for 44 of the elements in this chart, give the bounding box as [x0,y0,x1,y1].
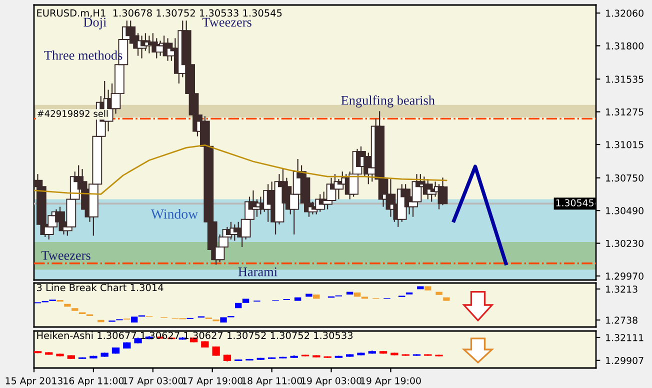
bar [313,294,320,299]
annotation: Engulfing bearish [341,95,435,108]
y-tick-label: 1.31800 [606,42,644,50]
bar [443,297,450,301]
x-tick-label: 17 Apr 03:00 [123,377,184,386]
annotation: Tweezers [41,251,90,260]
bar [436,292,442,295]
bar [235,302,242,308]
ref-line-label: 1.30545 [556,199,594,206]
y-tick-label: 1.31535 [606,76,644,83]
x-tick-label: 17 Apr 19:00 [182,377,243,386]
bar [64,304,71,307]
x-tick-label: 19 Apr 19:00 [360,377,421,386]
y-tick-label: 1.2738 [606,316,638,324]
y-tick-label: 1.32060 [606,10,644,17]
y-tick-label: 1.30490 [606,207,644,214]
chart-title: 3 Line Break Chart 1.3014 [36,284,164,292]
y-tick-label: 1.31275 [606,108,644,116]
x-tick-label: 15 Apr 2013 [6,377,62,386]
annotation: Harami [238,267,278,276]
y-tick-label: 1.29907 [606,356,644,364]
annotation: Tweezers [202,18,252,27]
line-series [34,144,448,195]
band-label: Window [150,208,198,219]
bar [72,308,78,311]
bar [294,297,302,301]
y-tick-label: 1.3213 [606,286,638,293]
y-tick-label: 1.30750 [606,174,644,182]
chart-title: Heiken-Ashi 1.30677 1.30627 1.30627 1.30752 1.30752 1.30533 [37,332,353,340]
ref-line-label: #42919892 sell [38,110,108,117]
x-tick-label: 18 Apr 11:00 [242,377,302,386]
y-tick-label: 1.31015 [606,141,644,148]
bar [220,317,227,322]
chart-title: EURUSD.m,H1 1.30678 1.30752 1.30533 1.30545 [37,9,282,18]
x-tick-label: 19 Apr 03:00 [302,377,362,386]
y-tick-label: 1.30230 [606,240,644,247]
y-tick-label: 1.32111 [606,334,644,342]
bar [242,298,250,303]
bar [130,316,138,322]
bar [354,292,361,297]
annotation: Doji [84,18,106,30]
x-tick-label: 16 Apr 11:00 [64,377,124,386]
bar [424,286,432,290]
y-tick-label: 1.29970 [606,272,644,280]
